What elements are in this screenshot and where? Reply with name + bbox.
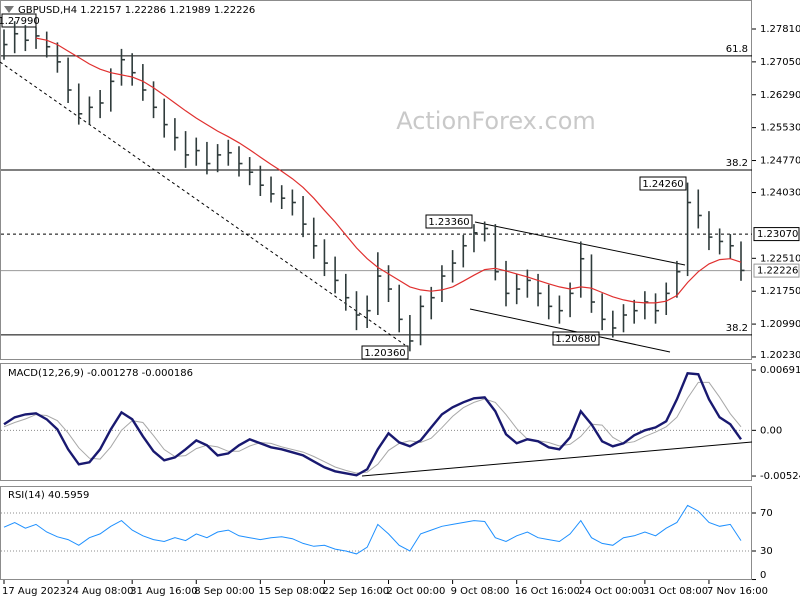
channel-lower [469,308,671,353]
annotation-label: 1.24260 [642,179,683,190]
price-frame [0,0,752,360]
price-level-box [753,227,800,242]
macd-trend-line [361,441,753,477]
x-tick-label: 2 Oct 00:00 [387,586,446,597]
x-tick-label: 7 Nov 16:00 [707,586,768,597]
y-tick-label: 1.26290 [760,90,800,101]
price-level-label: 1.23070 [757,229,798,240]
y-tick-label: 0.006915 [760,365,800,376]
y-tick-label: 1.21750 [760,286,800,297]
x-tick-label: 31 Aug 16:00 [130,586,197,597]
y-tick-label: -0.005241 [760,471,800,482]
title-icon [4,6,14,13]
annotation: 1.27990 [0,13,40,28]
series-line [3,372,742,477]
x-tick-label: 31 Oct 08:00 [643,586,708,597]
annotation-label: 1.20360 [364,348,405,359]
y-tick-label: 30 [760,546,773,557]
x-tick-label: 9 Oct 08:00 [451,586,510,597]
y-tick-label: 1.27050 [760,57,800,68]
y-tick-label: 1.20990 [760,319,800,330]
macd-frame [0,363,752,481]
moving-average [35,37,742,304]
fib-label: 38.2 [726,158,748,169]
fib-label: 38.2 [726,323,748,334]
y-tick-label: 0 [760,570,766,581]
x-tick-label: 16 Oct 16:00 [515,586,580,597]
annotation-label: 1.23360 [428,217,469,228]
annotation-label: 1.27990 [0,16,40,27]
rsi-frame [0,486,752,580]
annotation: 1.20360 [361,345,409,360]
fib-label: 61.8 [726,44,748,55]
series-line [3,381,742,474]
y-tick-label: 0.00 [760,425,782,436]
x-tick-label: 17 Aug 2023 [2,586,66,597]
y-tick-label: 1.22510 [760,253,800,264]
price-level-box [753,263,800,278]
x-tick-label: 24 Aug 08:00 [66,586,133,597]
annotation: 1.23360 [425,214,473,229]
annotation: 1.20680 [552,331,600,346]
y-tick-label: 70 [760,508,773,519]
x-tick-label: 22 Sep 16:00 [322,586,389,597]
annotation-label: 1.20680 [555,334,596,345]
macd-title: MACD(12,26,9) -0.001278 -0.000186 [8,368,193,379]
price-level-label: 1.22226 [757,266,798,277]
y-tick-label: 1.20230 [760,350,800,361]
price-title: GBPUSD,H4 1.22157 1.22286 1.21989 1.2222… [18,5,255,16]
y-tick-label: 1.24770 [760,156,800,167]
y-tick-label: 1.25530 [760,123,800,134]
trend-line [0,61,406,346]
y-tick-label: 1.27810 [760,24,800,35]
series-line [3,504,742,555]
watermark: ActionForex.com [396,107,596,135]
x-tick-label: 8 Sep 00:00 [194,586,254,597]
annotation: 1.24260 [639,176,687,191]
x-tick-label: 15 Sep 08:00 [258,586,325,597]
rsi-title: RSI(14) 40.5959 [8,490,89,501]
y-tick-label: 1.24030 [760,188,800,199]
x-tick-label: 24 Oct 00:00 [579,586,644,597]
